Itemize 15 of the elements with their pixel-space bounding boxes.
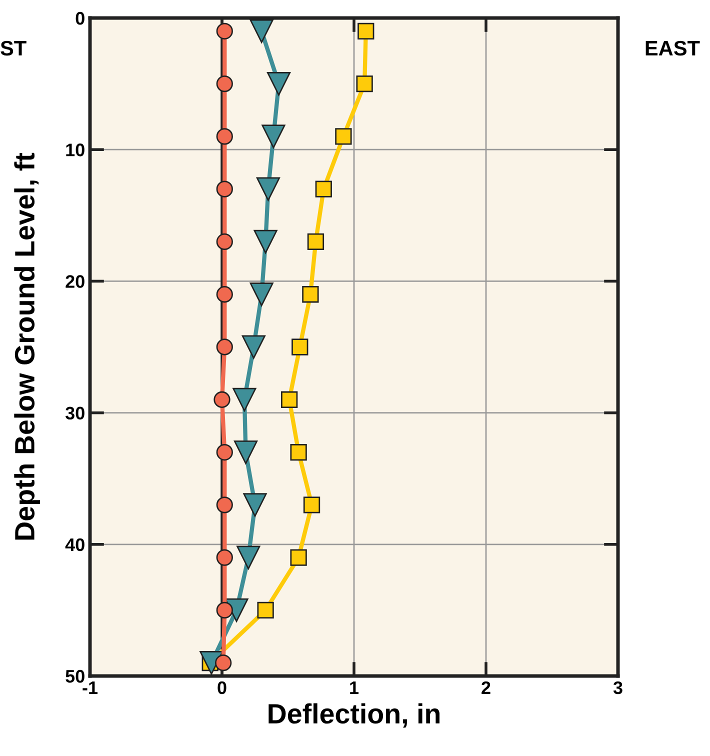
text: ST — [0, 40, 26, 56]
y-tick-label: 30 — [65, 406, 84, 420]
x-tick-label: -1 — [82, 682, 98, 694]
y-tick-label: 50 — [66, 670, 84, 683]
x-tick-label: 2 — [482, 681, 490, 694]
y-tick-label: 20 — [66, 275, 84, 288]
x-tick-label: 0 — [218, 681, 226, 694]
x-axis-title: Deflection, in — [268, 703, 440, 728]
x-tick-label: 1 — [350, 682, 359, 694]
y-tick-label: 40 — [65, 538, 84, 552]
y-tick-label: 10 — [66, 144, 84, 156]
y-axis-title: Depth Below Ground Level, ft — [14, 152, 40, 540]
y-tick-label: 0 — [76, 12, 84, 25]
text: EAST — [646, 40, 700, 56]
x-tick-label: 3 — [613, 681, 622, 694]
